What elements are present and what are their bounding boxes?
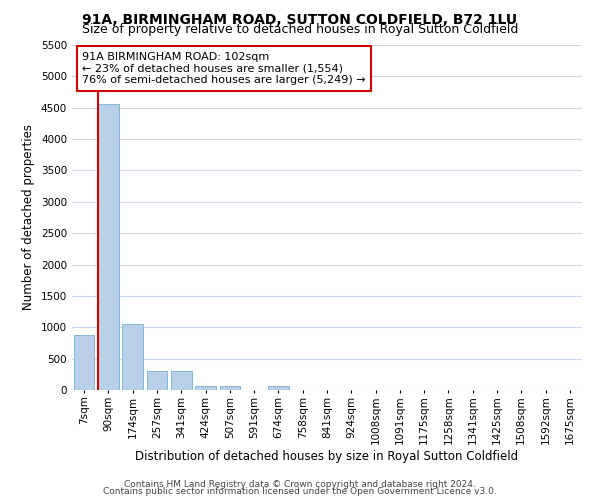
Text: Contains HM Land Registry data © Crown copyright and database right 2024.: Contains HM Land Registry data © Crown c… bbox=[124, 480, 476, 489]
Bar bbox=[146, 370, 167, 390]
Bar bbox=[220, 386, 240, 390]
Text: 91A, BIRMINGHAM ROAD, SUTTON COLDFIELD, B72 1LU: 91A, BIRMINGHAM ROAD, SUTTON COLDFIELD, … bbox=[82, 12, 518, 26]
Text: Size of property relative to detached houses in Royal Sutton Coldfield: Size of property relative to detached ho… bbox=[82, 22, 518, 36]
X-axis label: Distribution of detached houses by size in Royal Sutton Coldfield: Distribution of detached houses by size … bbox=[136, 450, 518, 463]
Bar bbox=[122, 324, 143, 390]
Bar bbox=[171, 370, 191, 390]
Bar bbox=[74, 335, 94, 390]
Bar bbox=[195, 386, 216, 390]
Text: Contains public sector information licensed under the Open Government Licence v3: Contains public sector information licen… bbox=[103, 487, 497, 496]
Bar bbox=[98, 104, 119, 390]
Bar bbox=[268, 386, 289, 390]
Y-axis label: Number of detached properties: Number of detached properties bbox=[22, 124, 35, 310]
Text: 91A BIRMINGHAM ROAD: 102sqm
← 23% of detached houses are smaller (1,554)
76% of : 91A BIRMINGHAM ROAD: 102sqm ← 23% of det… bbox=[82, 52, 366, 85]
